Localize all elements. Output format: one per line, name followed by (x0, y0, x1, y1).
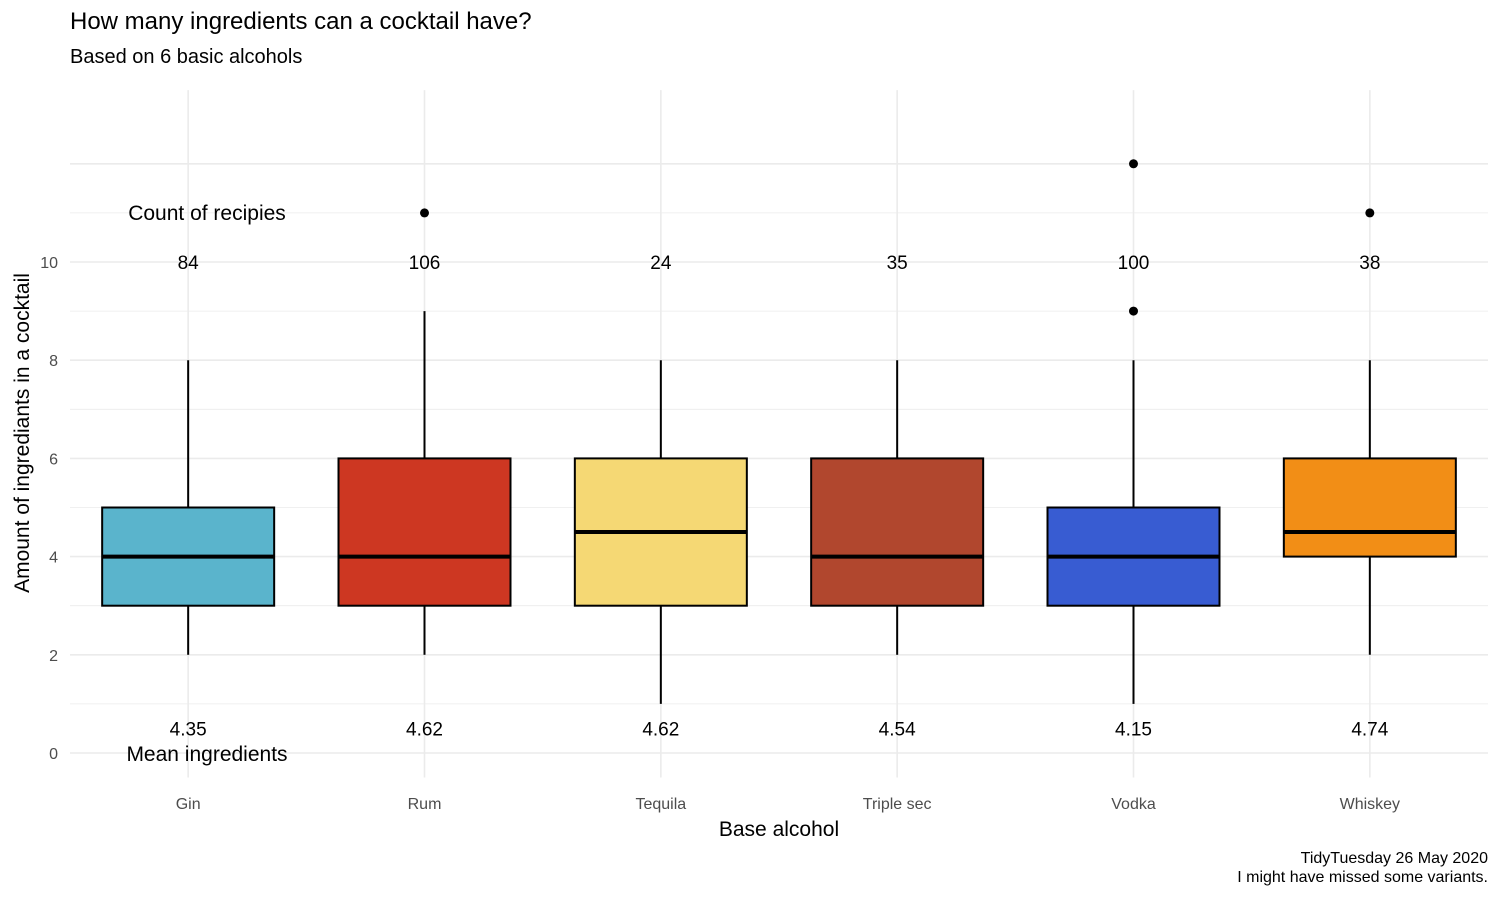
x-tick-label: Vodka (1111, 796, 1156, 813)
mean-value: 4.54 (879, 719, 916, 740)
caption-line-1: TidyTuesday 26 May 2020 (1300, 850, 1488, 867)
count-value: 24 (650, 253, 672, 274)
box-iqr (1282, 457, 1457, 558)
y-tick-label: 4 (49, 550, 58, 567)
y-tick-label: 8 (49, 353, 58, 370)
box-whiskey (1282, 208, 1457, 655)
outlier-point (420, 208, 429, 218)
x-axis-title: Base alcohol (719, 818, 839, 841)
box-iqr (337, 457, 512, 607)
count-value: 106 (409, 253, 441, 274)
mean-value: 4.74 (1351, 719, 1388, 740)
box-gin (101, 360, 276, 655)
mean-value: 4.62 (642, 719, 679, 740)
boxes (101, 159, 1457, 704)
caption-line-2: I might have missed some variants. (1237, 869, 1488, 886)
y-axis-title: Amount of ingrediants in a cocktail (11, 273, 34, 593)
x-tick-label: Whiskey (1340, 796, 1400, 813)
box-iqr (810, 457, 985, 607)
mean-value: 4.62 (406, 719, 443, 740)
y-tick-label: 6 (49, 451, 58, 468)
y-tick-label: 10 (40, 255, 58, 272)
y-tick-label: 0 (49, 746, 58, 763)
mean-value: 4.35 (170, 719, 207, 740)
annotations: 84 4.35 106 4.62 24 4.62 35 4.54 100 4.15 38 4.74 (170, 253, 1389, 740)
box-tequila (573, 360, 748, 704)
y-tick-labels: 0 2 4 6 8 10 (40, 255, 58, 763)
chart-title: How many ingredients can a cocktail have… (70, 8, 532, 35)
count-value: 84 (178, 253, 200, 274)
x-tick-label: Rum (408, 796, 442, 813)
box-vodka (1046, 159, 1221, 704)
box-rum (337, 208, 512, 655)
count-label: Count of recipies (128, 202, 286, 225)
box-triple-sec (810, 360, 985, 655)
outlier-point (1129, 159, 1138, 169)
chart-subtitle: Based on 6 basic alcohols (70, 46, 303, 68)
outlier-point (1365, 208, 1375, 218)
count-value: 38 (1359, 253, 1380, 274)
grid-lines (70, 90, 1488, 778)
y-tick-label: 2 (49, 648, 58, 665)
x-tick-label: Tequila (635, 796, 686, 813)
count-value: 35 (887, 253, 908, 274)
mean-label: Mean ingredients (126, 743, 287, 766)
x-tick-label: Gin (176, 796, 201, 813)
count-value: 100 (1118, 253, 1150, 274)
mean-value: 4.15 (1115, 719, 1152, 740)
x-tick-labels: Gin Rum Tequila Triple sec Vodka Whiskey (176, 796, 1400, 813)
outlier-point (1129, 306, 1138, 316)
caption: TidyTuesday 26 May 2020 I might have mis… (1237, 849, 1488, 887)
x-tick-label: Triple sec (863, 796, 932, 813)
